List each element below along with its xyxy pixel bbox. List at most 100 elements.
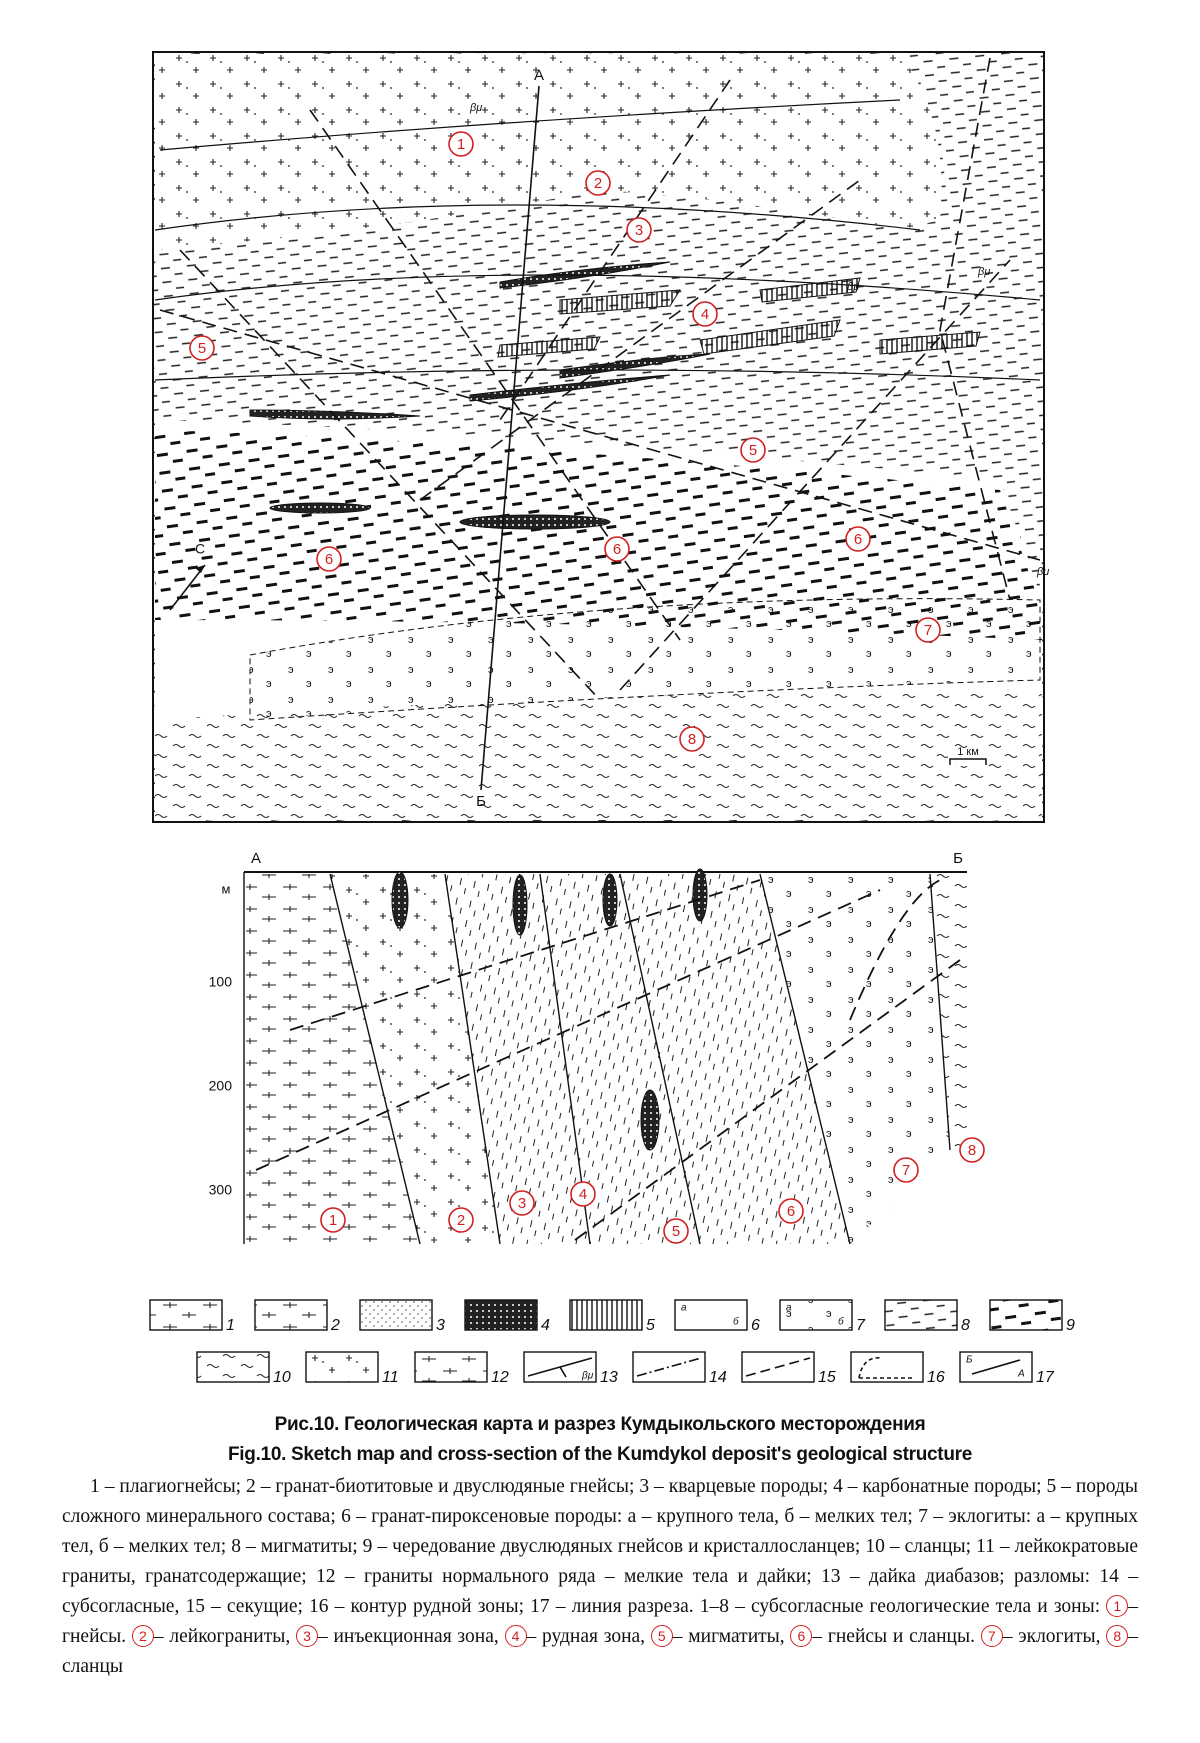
zone-circle bbox=[570, 1181, 596, 1207]
legend-number: 7 bbox=[856, 1317, 866, 1334]
zone-circle bbox=[626, 217, 652, 243]
legend-number: 8 bbox=[961, 1317, 970, 1334]
zone-label: 7 bbox=[924, 622, 932, 639]
zone-circle bbox=[585, 170, 611, 196]
zone-label: 6 bbox=[325, 551, 333, 568]
mineral-bodies bbox=[497, 277, 981, 358]
zone-circle bbox=[509, 1190, 535, 1216]
legend-number: 11 bbox=[382, 1369, 399, 1386]
legend-number: 17 bbox=[1036, 1369, 1055, 1386]
zone-circle bbox=[448, 1207, 474, 1233]
zone-circle bbox=[959, 1137, 985, 1163]
zone-circle: 2 bbox=[131, 1625, 154, 1647]
legend-number: 6 bbox=[751, 1317, 760, 1334]
legend-number: 5 bbox=[646, 1317, 655, 1334]
zone-label: 6 bbox=[854, 531, 862, 548]
unit-4 bbox=[540, 874, 700, 1244]
ore-bodies bbox=[391, 868, 708, 1151]
zone-circle bbox=[320, 1207, 346, 1233]
legend-swatch bbox=[359, 1299, 433, 1331]
zone-circle: 6 bbox=[790, 1625, 813, 1647]
zone-label: 1 bbox=[329, 1212, 337, 1229]
legend-fault bbox=[636, 1357, 702, 1377]
legend-mark: а bbox=[786, 1303, 792, 1314]
contacts bbox=[154, 99, 1041, 381]
legend-swatch bbox=[254, 1299, 328, 1331]
zone-note: – сланцы bbox=[62, 1626, 1138, 1677]
depth-label: 100 bbox=[209, 974, 233, 990]
legend-number: 2 bbox=[330, 1317, 340, 1334]
depth-unit: м bbox=[222, 881, 231, 896]
zone-note: – рудная зона, bbox=[526, 1626, 646, 1647]
section-faults bbox=[255, 879, 961, 1241]
zone-label: 4 bbox=[579, 1186, 587, 1203]
legend-mark: А bbox=[1017, 1369, 1025, 1380]
legend-swatch bbox=[305, 1351, 379, 1383]
zone-circle bbox=[448, 131, 474, 157]
legend-number: 13 bbox=[600, 1369, 618, 1386]
legend-swatch bbox=[850, 1351, 924, 1383]
zone-label: 4 bbox=[701, 306, 709, 323]
section-end: Б bbox=[953, 850, 963, 867]
legend-swatch bbox=[149, 1299, 223, 1331]
title-en: Fig.10. Sketch map and cross-section of … bbox=[227, 1444, 972, 1465]
legend-number: 14 bbox=[709, 1369, 727, 1386]
unit-7 bbox=[760, 874, 950, 1244]
legend-swatch bbox=[464, 1299, 538, 1331]
scale-label: 1 км bbox=[957, 746, 979, 758]
zone-circle bbox=[845, 526, 871, 552]
zone-label: 2 bbox=[457, 1212, 465, 1229]
north-arrow bbox=[169, 564, 206, 611]
section-start: А bbox=[534, 67, 544, 84]
legend-fault bbox=[745, 1357, 811, 1377]
legend-number: 1 bbox=[226, 1317, 235, 1334]
legend-line bbox=[971, 1359, 1021, 1375]
unit-3 bbox=[445, 874, 590, 1244]
legend-number: 12 bbox=[491, 1369, 509, 1386]
zone-label: 8 bbox=[688, 731, 696, 748]
zone-circle bbox=[893, 1157, 919, 1183]
legend-mark: б bbox=[838, 1316, 844, 1328]
zone-label: 3 bbox=[635, 222, 643, 239]
legend-number: 4 bbox=[541, 1317, 550, 1334]
zone-label: 5 bbox=[672, 1223, 680, 1240]
zone-circle bbox=[316, 546, 342, 572]
zone-circle bbox=[740, 437, 766, 463]
zone-note: – гнейсы. bbox=[62, 1596, 1138, 1647]
unit-5 bbox=[620, 874, 850, 1244]
dike-label: βμ bbox=[846, 281, 859, 293]
schist-area bbox=[155, 690, 1042, 820]
zone-label: 3 bbox=[518, 1195, 526, 1212]
zone-note: – мигматиты, bbox=[672, 1626, 785, 1647]
zone-circle bbox=[915, 617, 941, 643]
legend-mark: а bbox=[681, 1303, 687, 1314]
zone-circle: 5 bbox=[650, 1625, 673, 1647]
legend-mark: βμ bbox=[581, 1371, 594, 1382]
zone-note: – лейкограниты, bbox=[153, 1626, 291, 1647]
legend-number: 15 bbox=[818, 1369, 836, 1386]
zone-note: – гнейсы и сланцы. bbox=[812, 1626, 975, 1647]
legend-swatch bbox=[414, 1351, 488, 1383]
legend-swatch bbox=[779, 1299, 853, 1331]
zone-circle bbox=[778, 1198, 804, 1224]
geological-map: А Б С 1 км 1 2 3 4 5 5 6 6 6 7 8 βμ βμ βμ βμ bbox=[152, 51, 1049, 823]
caption: Рис.10. Геологическая карта и разрез Кум… bbox=[62, 1410, 1138, 1682]
unit-2 bbox=[330, 874, 500, 1244]
zone-label: 8 bbox=[968, 1142, 976, 1159]
zone-note: – инъекционная зона, bbox=[317, 1626, 499, 1647]
zone-label: 6 bbox=[787, 1203, 795, 1220]
zone-circle: 3 bbox=[295, 1625, 318, 1647]
zone-label: 1 bbox=[457, 136, 465, 153]
zone-label: 7 bbox=[902, 1162, 910, 1179]
legend-swatch bbox=[569, 1299, 643, 1331]
depth-label: 200 bbox=[209, 1078, 233, 1094]
zone-circle bbox=[189, 335, 215, 361]
zone-label: 2 bbox=[594, 175, 602, 192]
section-start: А bbox=[251, 850, 261, 867]
legend-mark: б bbox=[733, 1316, 739, 1328]
legend-swatch bbox=[674, 1299, 748, 1331]
legend-number: 10 bbox=[273, 1369, 291, 1386]
legend-mark: Б bbox=[966, 1355, 973, 1366]
